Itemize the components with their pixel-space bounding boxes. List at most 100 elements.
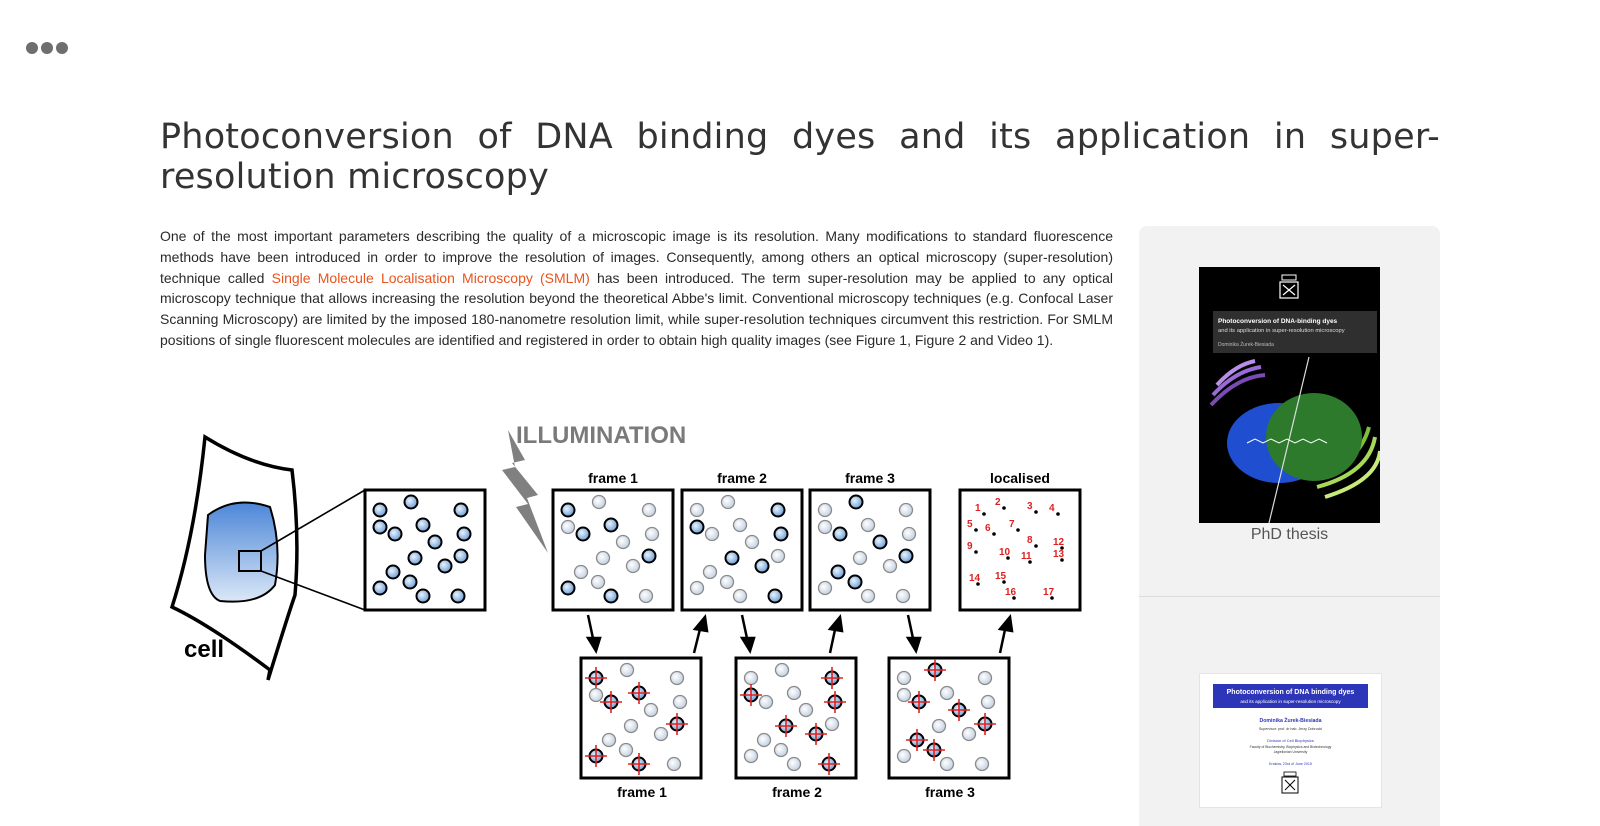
- localised-point: [1002, 580, 1006, 584]
- frame-molecule: [974, 756, 990, 772]
- frame-molecule: [895, 588, 911, 604]
- frame-molecule: [786, 685, 802, 701]
- frame-molecule: [767, 588, 783, 604]
- cover2-division: Division of Cell Biophysics: [1267, 738, 1314, 743]
- frame-molecule: [896, 748, 912, 764]
- bottom-label-frame-1: frame 1: [617, 784, 667, 800]
- frame-molecule: [896, 670, 912, 686]
- frame-molecule: [898, 502, 914, 518]
- localised-point: [992, 532, 996, 536]
- phd-thesis-caption: PhD thesis: [1250, 526, 1329, 543]
- localised-number: 3: [1027, 501, 1033, 512]
- smlm-figure: cell ILLUMINATION frame 1 frame 2 frame …: [169, 425, 1082, 800]
- page-title: Photoconversion of DNA binding dyes and …: [160, 117, 1440, 197]
- frame-molecule: [743, 670, 759, 686]
- sidebar-divider: [1139, 596, 1440, 597]
- menu-dots-icon[interactable]: [26, 42, 68, 54]
- frame-molecule: [773, 526, 789, 542]
- localised-number: 16: [1005, 587, 1017, 598]
- zoom-molecule: [387, 526, 403, 542]
- cover2-university: Jagiellonian University: [1274, 750, 1308, 754]
- frame-molecule: [623, 718, 639, 734]
- frame-molecule: [961, 726, 977, 742]
- localised-point: [1060, 558, 1064, 562]
- cover1-nucleus-green: [1266, 393, 1362, 481]
- presentation-slide[interactable]: Photoconversion of DNA binding dyes and …: [1199, 673, 1382, 808]
- localised-point: [1002, 506, 1006, 510]
- frame-molecule: [575, 526, 591, 542]
- zoom-molecule: [415, 517, 431, 533]
- cover1-subtitle: and its application in super-resolution …: [1218, 328, 1345, 334]
- frame-molecule: [669, 670, 685, 686]
- frame-molecule: [743, 748, 759, 764]
- frame-molecule: [848, 494, 864, 510]
- frame-molecule: [832, 526, 848, 542]
- localised-point: [1034, 510, 1038, 514]
- smlm-link[interactable]: Single Molecule Localisation Microscopy …: [271, 269, 590, 286]
- frame-molecule: [720, 494, 736, 510]
- frame-molecule: [860, 517, 876, 533]
- frame-molecule: [625, 558, 641, 574]
- frame-molecule: [798, 702, 814, 718]
- top-label-frame-1: frame 1: [588, 470, 638, 486]
- zoom-molecule: [385, 564, 401, 580]
- frame-molecule: [882, 558, 898, 574]
- localised-number: 13: [1053, 549, 1065, 560]
- frame-molecule: [615, 534, 631, 550]
- frame-molecule: [770, 548, 786, 564]
- frame-molecule: [980, 694, 996, 710]
- process-arrows: [585, 614, 1014, 655]
- frame-molecule: [689, 502, 705, 518]
- phd-thesis-cover[interactable]: Photoconversion of DNA-binding dyes and …: [1199, 267, 1380, 523]
- zoom-molecule: [456, 526, 472, 542]
- frame-molecule: [590, 574, 606, 590]
- localised-point: [1034, 544, 1038, 548]
- cover2-author: Dominika Żurek-Biesiada: [1260, 717, 1322, 724]
- zoom-molecule: [372, 502, 388, 518]
- frame-molecule: [643, 702, 659, 718]
- localised-number: 8: [1027, 535, 1033, 546]
- frame-molecule: [732, 517, 748, 533]
- cover2-faculty: Faculty of Biochemistry, Biophysics and …: [1250, 745, 1332, 749]
- bottom-label-frame-3: frame 3: [925, 784, 975, 800]
- frame-molecule: [732, 588, 748, 604]
- localised-number: 14: [969, 573, 981, 584]
- localised-number: 5: [967, 519, 973, 530]
- frame-molecule: [847, 574, 863, 590]
- zoom-molecule: [415, 588, 431, 604]
- cell-drawing: cell: [169, 434, 366, 681]
- frame-molecule: [744, 534, 760, 550]
- frame-molecule: [588, 687, 604, 703]
- frame-molecule: [644, 526, 660, 542]
- localised-number: 9: [967, 541, 973, 552]
- cover2-title: Photoconversion of DNA binding dyes: [1227, 689, 1355, 696]
- frame-molecule: [860, 588, 876, 604]
- localised-number: 12: [1053, 537, 1065, 548]
- localised-point: [1056, 512, 1060, 516]
- lightning-icon: [502, 430, 548, 553]
- frame-molecule: [724, 550, 740, 566]
- frame-molecule: [824, 716, 840, 732]
- zoom-molecule: [450, 588, 466, 604]
- frame-molecule: [603, 588, 619, 604]
- cover1-title: Photoconversion of DNA-binding dyes: [1218, 318, 1338, 325]
- frame-molecule: [931, 718, 947, 734]
- frame-molecule: [852, 550, 868, 566]
- frame-molecule: [704, 526, 720, 542]
- frame-molecule: [901, 526, 917, 542]
- top-label-frame-3: frame 3: [845, 470, 895, 486]
- frame-molecule: [672, 694, 688, 710]
- localised-point: [1050, 596, 1054, 600]
- cover2-crest-icon: [1281, 771, 1299, 794]
- frame-molecule: [689, 580, 705, 596]
- zoom-molecule: [437, 558, 453, 574]
- zoom-molecule: [372, 580, 388, 596]
- localised-number: 15: [995, 571, 1007, 582]
- intro-text-after: has been introduced. The term super-reso…: [160, 269, 1113, 348]
- frame-molecule: [689, 519, 705, 535]
- frame-molecule: [653, 726, 669, 742]
- frame-molecule: [786, 756, 802, 772]
- localised-point: [1006, 556, 1010, 560]
- frame-molecule: [666, 756, 682, 772]
- frame-molecule: [939, 685, 955, 701]
